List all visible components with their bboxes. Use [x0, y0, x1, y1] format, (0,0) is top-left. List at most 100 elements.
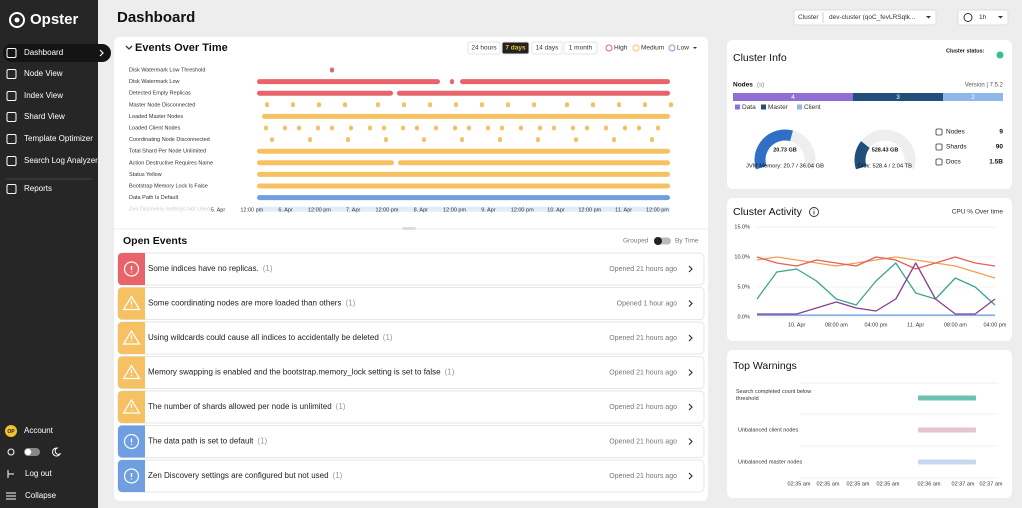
event-bar [257, 171, 670, 177]
event-item[interactable]: Memory swapping is enabled and the boots… [117, 356, 705, 389]
event-item[interactable]: Some coordinating nodes are more loaded … [117, 287, 705, 320]
event-dot [428, 102, 432, 108]
chart-subtitle: CPU % Over time [952, 209, 1004, 216]
event-item[interactable]: Zen Discovery settings are configured bu… [117, 459, 705, 493]
nav-label[interactable]: Index View [24, 91, 63, 100]
event-item[interactable]: The number of shards allowed per node is… [117, 390, 705, 424]
legend-label: Low [677, 45, 689, 52]
y-tick-label: 10.0% [734, 254, 750, 260]
range-button[interactable]: 7 days [501, 41, 530, 55]
warning-icon [122, 295, 141, 311]
events-title: Events Over Time [135, 42, 228, 54]
event-dot [480, 102, 484, 108]
nav-item[interactable]: Template Optimizer [6, 134, 93, 144]
event-dot [656, 125, 660, 131]
legend-label: High [614, 45, 628, 52]
legend-swatch [605, 44, 613, 52]
cpu-line [757, 262, 996, 315]
event-dot [538, 125, 542, 131]
event-chevron [688, 472, 693, 480]
nav-label[interactable]: Template Optimizer [24, 134, 93, 143]
event-item[interactable]: Using wildcards could cause all indices … [117, 321, 705, 355]
event-message: Some indices have no replicas. [148, 264, 259, 273]
time-select[interactable] [957, 9, 1009, 26]
event-dot [384, 137, 388, 143]
x-tick-label: 10. Apr [788, 322, 806, 328]
alert-icon [123, 433, 140, 450]
nav-item[interactable]: Shard View [6, 112, 65, 122]
theme-knob [24, 448, 32, 456]
nav-label[interactable]: Reports [24, 184, 52, 193]
stat-icon [935, 128, 943, 136]
gauge-center: 528.43 GB [872, 147, 899, 153]
timeline-x-label: 10. Apr [547, 207, 565, 213]
nav-label[interactable]: Node View [24, 69, 63, 78]
open-events-title: Open Events [123, 235, 187, 247]
nav-icon [6, 112, 17, 122]
node-bar-label: 2 [971, 94, 975, 101]
nav-icon [6, 184, 17, 194]
event-dot [368, 125, 372, 131]
range-label[interactable]: 1 month [569, 45, 593, 52]
event-dot [316, 125, 320, 131]
y-tick-label: 15.0% [734, 224, 750, 230]
event-row-label: Coordinating Node Disconnected [129, 137, 210, 143]
range-label[interactable]: 24 hours [471, 45, 497, 52]
nav-item[interactable]: Reports [6, 184, 52, 194]
range-label[interactable]: 14 days [536, 45, 560, 52]
event-dot [450, 79, 454, 85]
event-dot [536, 137, 540, 143]
event-dot [574, 137, 578, 143]
stat-label: Shards [946, 144, 967, 151]
event-opened: Opened 21 hours ago [609, 369, 677, 376]
range-button[interactable]: 24 hours [467, 41, 501, 55]
event-row-label: Action Destructive Requires Name [129, 160, 213, 166]
nav-label[interactable]: Dashboard [24, 48, 63, 57]
timeline-x-label: 12:00 pm [578, 207, 601, 213]
range-bg [467, 41, 501, 55]
node-legend-label: Master [768, 104, 789, 111]
event-dot [519, 125, 523, 131]
timeline-x-label: 9. Apr [481, 207, 496, 213]
nav-label[interactable]: Search Log Analyzer [24, 156, 98, 165]
timeline-x-label: 12:00 pm [308, 207, 331, 213]
warning-x-label: 02:36 am [918, 481, 941, 487]
event-dot [434, 125, 438, 131]
nav-item[interactable]: Index View [6, 91, 63, 101]
event-item[interactable]: The data path is set to default (1) Opened… [117, 425, 705, 458]
event-dot [264, 125, 268, 131]
warning-bar [918, 459, 976, 465]
event-dot [565, 102, 569, 108]
event-dot [422, 137, 426, 143]
cluster-select[interactable] [793, 9, 937, 26]
range-button[interactable]: 14 days [531, 41, 563, 55]
event-dot [308, 137, 312, 143]
range-label[interactable]: 7 days [505, 45, 526, 52]
timeline-x-label: 5. Apr [211, 207, 226, 213]
drag-handle[interactable] [402, 227, 416, 230]
node-bar-segment [853, 93, 943, 101]
nav-item[interactable]: Node View [6, 69, 63, 79]
nav-label[interactable]: Shard View [24, 112, 65, 121]
event-chevron [688, 369, 693, 376]
gauge-caption: Disk: 528.4 / 2.04 TB [858, 164, 912, 170]
event-row-label: Master Node Disconnected [129, 102, 195, 108]
nav-item[interactable]: Search Log Analyzer [6, 156, 98, 166]
range-button[interactable]: 1 month [563, 41, 598, 55]
warning-label: Search completed count below threshold [736, 389, 812, 402]
warning-label: Unbalanced client nodes [738, 427, 798, 433]
event-opened: Opened 21 hours ago [609, 473, 677, 480]
nav-item[interactable]: Dashboard [3, 44, 111, 62]
event-opened: Opened 1 hour ago [617, 300, 677, 307]
version: Version | 7.5.2 [965, 83, 1004, 89]
event-message: Some coordinating nodes are more loaded … [148, 299, 341, 308]
logout[interactable]: Log out [25, 469, 52, 478]
node-legend-swatch [797, 104, 802, 110]
stat-label: Docs [946, 159, 962, 166]
nav-active [3, 44, 111, 62]
nav-icon [6, 91, 17, 101]
event-item[interactable]: Some indices have no replicas. (1) Opened … [117, 252, 705, 286]
event-bar [257, 148, 670, 154]
event-count: (1) [263, 264, 273, 273]
legend-swatch [668, 44, 676, 52]
